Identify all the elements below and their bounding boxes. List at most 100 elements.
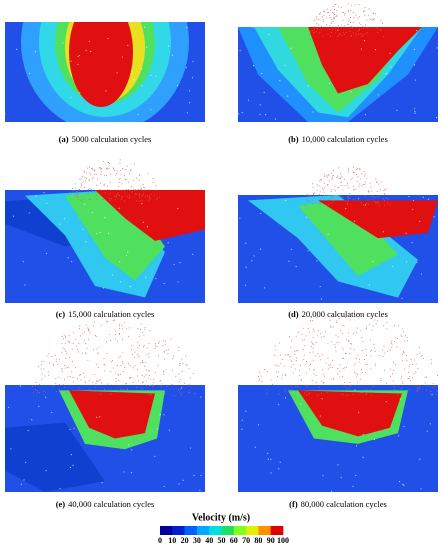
ejecta — [351, 35, 353, 37]
ejecta — [328, 199, 330, 201]
particle — [356, 445, 358, 447]
ejecta — [145, 362, 147, 364]
particle — [245, 266, 247, 268]
ejecta — [98, 367, 100, 369]
ejecta — [289, 355, 291, 357]
ejecta — [106, 168, 108, 170]
ejecta — [334, 190, 336, 192]
ejecta — [104, 191, 106, 193]
ejecta — [374, 13, 376, 15]
ejecta — [97, 352, 99, 354]
ejecta — [384, 193, 386, 195]
ejecta — [80, 184, 82, 186]
ejecta — [294, 395, 296, 397]
ejecta — [387, 198, 389, 200]
ejecta — [401, 353, 403, 355]
ejecta — [116, 196, 118, 198]
ejecta — [376, 201, 378, 203]
ejecta — [383, 325, 385, 327]
ejecta — [387, 202, 389, 204]
ejecta — [126, 383, 128, 385]
ejecta — [319, 178, 321, 180]
ejecta — [327, 343, 329, 345]
particle — [350, 90, 352, 93]
ejecta — [309, 392, 311, 394]
ejecta — [270, 379, 272, 381]
ejecta — [122, 338, 124, 340]
ejecta — [386, 382, 388, 384]
ejecta — [116, 365, 118, 367]
particle — [385, 72, 387, 75]
ejecta — [326, 8, 328, 10]
ejecta — [146, 347, 148, 349]
ejecta — [307, 393, 309, 395]
ejecta — [155, 344, 157, 346]
ejecta — [92, 382, 94, 384]
ejecta — [330, 191, 332, 193]
particle — [193, 474, 195, 477]
ejecta — [150, 394, 152, 396]
ejecta — [359, 178, 361, 180]
ejecta — [80, 379, 82, 381]
ejecta — [364, 183, 366, 185]
ejecta — [333, 174, 335, 176]
ejecta — [142, 387, 144, 389]
ejecta — [116, 340, 118, 342]
ejecta — [192, 372, 194, 374]
colorbar-segment — [196, 526, 210, 535]
ejecta — [327, 11, 329, 13]
particle — [419, 458, 421, 460]
colorbar-tick-label: 50 — [218, 536, 226, 545]
ejecta — [377, 202, 379, 204]
ejecta — [329, 9, 331, 11]
ejecta — [272, 383, 274, 385]
ejecta — [104, 388, 106, 390]
ejecta — [117, 192, 119, 194]
particle — [129, 285, 132, 288]
ejecta — [365, 389, 367, 391]
ejecta — [309, 31, 311, 33]
ejecta — [304, 205, 306, 207]
velocity-zone — [308, 27, 422, 94]
particle — [155, 75, 157, 77]
particle — [374, 49, 377, 51]
ejecta — [292, 372, 294, 374]
particle — [264, 113, 267, 116]
ejecta — [103, 183, 105, 185]
ejecta — [149, 199, 151, 201]
caption-text: 10,000 calculation cycles — [302, 134, 388, 144]
ejecta — [54, 355, 56, 357]
ejecta — [337, 175, 339, 177]
ejecta — [181, 392, 183, 394]
ejecta — [419, 388, 421, 390]
ejecta — [153, 385, 155, 387]
ejecta — [330, 197, 332, 199]
ejecta — [148, 356, 150, 358]
ejecta — [148, 343, 150, 345]
particle — [77, 63, 79, 65]
ejecta — [89, 174, 91, 176]
particle — [331, 490, 333, 492]
ejecta — [339, 370, 341, 372]
ejecta — [364, 7, 366, 9]
ejecta — [82, 189, 84, 191]
ejecta — [119, 356, 121, 358]
ejecta — [338, 167, 340, 169]
ejecta — [355, 32, 357, 34]
ejecta — [99, 189, 101, 191]
ejecta — [148, 189, 150, 191]
ejecta — [103, 175, 105, 177]
colorbar-segment — [209, 526, 222, 535]
ejecta — [41, 378, 43, 380]
ejecta — [97, 380, 99, 382]
ejecta — [323, 191, 325, 193]
ejecta — [355, 372, 357, 374]
ejecta — [106, 352, 108, 354]
ejecta — [100, 171, 102, 173]
ejecta — [133, 356, 135, 358]
panel-image — [238, 385, 438, 492]
ejecta — [357, 381, 359, 383]
ejecta — [126, 388, 128, 390]
ejecta — [370, 355, 372, 357]
ejecta — [420, 355, 422, 357]
